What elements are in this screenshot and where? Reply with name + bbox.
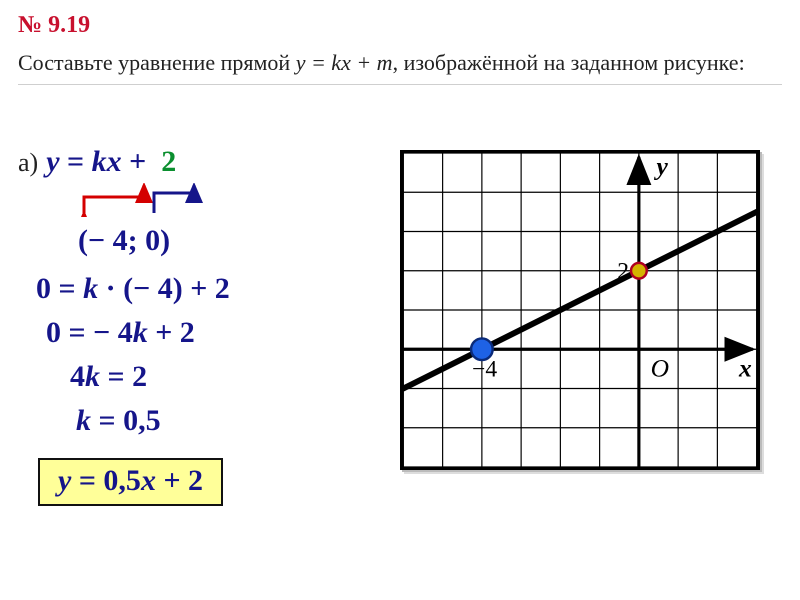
svg-text:y: y	[654, 153, 669, 181]
eq1-y: y	[46, 145, 59, 178]
axes	[403, 157, 752, 467]
equation-line-1: а) y = kx + 2	[18, 145, 398, 179]
step-2: 0 = − 4k + 2	[46, 316, 398, 350]
graph-panel: y x O −4 2	[400, 150, 760, 470]
svg-text:2: 2	[617, 259, 629, 285]
coordinate-chart: y x O −4 2	[403, 153, 757, 467]
svg-text:x: x	[738, 354, 752, 383]
point-coords: (− 4; 0)	[78, 224, 398, 258]
svg-text:−4: −4	[472, 357, 497, 383]
svg-text:O: O	[651, 354, 669, 383]
part-label: а)	[18, 148, 38, 178]
grid	[403, 153, 756, 467]
step-3: 4k = 2	[70, 360, 398, 394]
problem-prefix: Составьте уравнение прямой	[18, 50, 296, 75]
problem-suffix: , изображённой на заданном рисунке:	[393, 50, 745, 75]
arrow-row	[76, 183, 398, 222]
problem-equation: y = kx + m	[296, 50, 393, 75]
working-column: а) y = kx + 2 (− 4; 0) 0 = k · (− 4) + 2…	[18, 145, 398, 506]
step-1: 0 = k · (− 4) + 2	[36, 272, 398, 306]
step-4: k = 0,5	[76, 404, 398, 438]
problem-text: Составьте уравнение прямой y = kx + m, и…	[18, 48, 782, 85]
problem-number: № 9.19	[18, 12, 90, 39]
eq1-kx: kx	[92, 145, 122, 178]
substitution-arrows-icon	[76, 183, 266, 217]
eq1-plus: +	[122, 145, 154, 178]
answer-equation: y = 0,5x + 2	[58, 464, 203, 498]
plotted-line	[403, 212, 756, 389]
eq1-m: 2	[161, 145, 176, 178]
answer-box: y = 0,5x + 2	[38, 458, 223, 506]
eq1-eq: =	[60, 145, 92, 178]
